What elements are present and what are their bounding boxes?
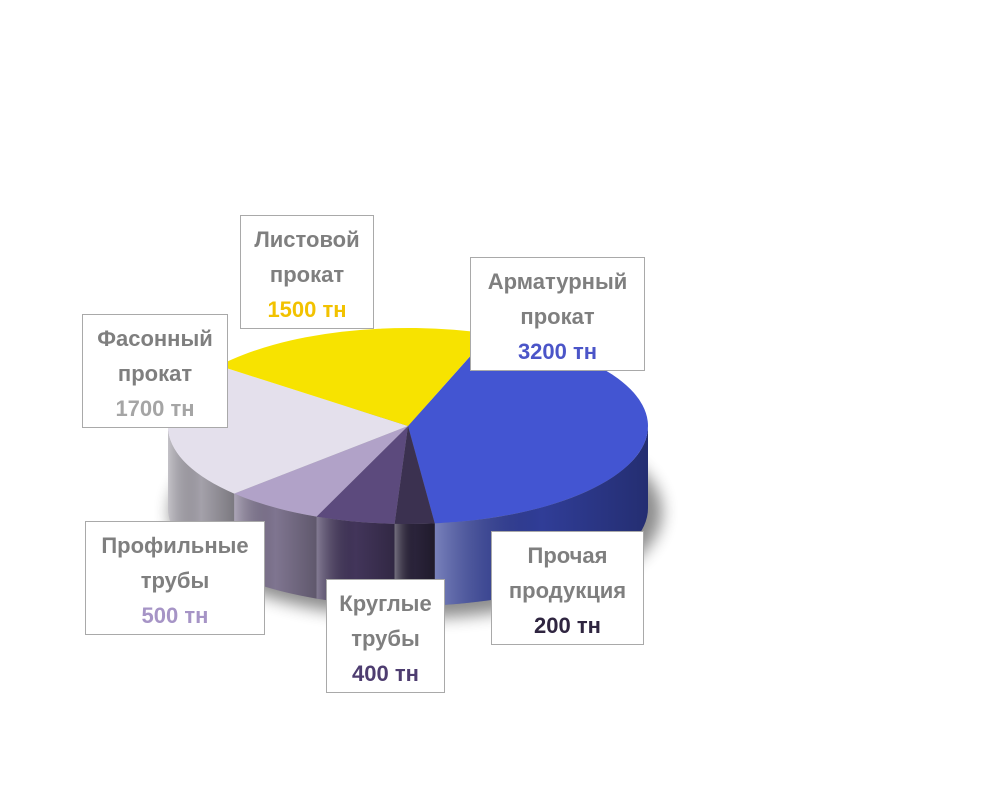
data-label-value: 1700 тн <box>115 396 195 421</box>
data-label-category-line: Круглые <box>339 591 432 616</box>
data-label-4: Фасонный прокат 1700 тн <box>82 314 228 428</box>
data-label-category-line: прокат <box>117 361 193 386</box>
data-label-category-line: прокат <box>520 304 595 329</box>
data-label-value: 500 тн <box>141 603 209 628</box>
pie-slice-4 <box>168 365 408 494</box>
data-label-value: 3200 тн <box>517 339 598 364</box>
data-label-category-line: продукция <box>508 578 627 603</box>
pie-slice-5 <box>218 327 491 426</box>
data-label-category-line: Профильные <box>101 533 249 558</box>
data-label-0: Арматурный прокат 3200 тн <box>470 257 645 371</box>
pie-slice-1 <box>394 426 435 525</box>
data-label-category-line: Листовой <box>254 227 360 252</box>
data-label-category-line: Прочая <box>527 543 608 568</box>
data-label-category-line: трубы <box>351 626 420 651</box>
data-label-5: Листовой прокат 1500 тн <box>240 215 374 329</box>
data-label-category-line: Фасонный <box>97 326 213 351</box>
data-label-category-line: трубы <box>140 568 210 593</box>
data-label-category-line: Арматурный <box>487 269 628 294</box>
data-label-value: 400 тн <box>352 661 419 686</box>
pie-slices <box>168 327 649 525</box>
pie-slice-0 <box>408 333 649 524</box>
pie-slice-2 <box>316 426 408 524</box>
data-label-value: 1500 тн <box>267 297 347 322</box>
data-label-3: Профильные трубы 500 тн <box>85 521 265 635</box>
data-label-2: Круглые трубы 400 тн <box>326 579 445 693</box>
data-label-value: 200 тн <box>534 613 601 638</box>
data-label-category-line: прокат <box>269 262 345 287</box>
pie-slice-3 <box>234 426 408 517</box>
data-label-1: Прочая продукция 200 тн <box>491 531 644 645</box>
